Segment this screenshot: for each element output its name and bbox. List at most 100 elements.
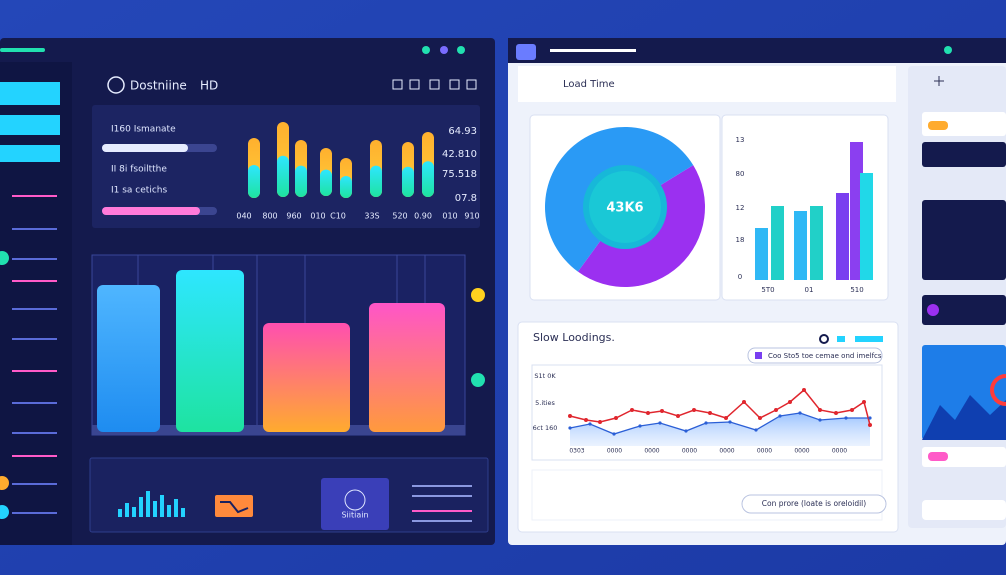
line-frame [531, 364, 883, 461]
axis-label: 040 [236, 212, 251, 221]
x-label: 0000 [719, 448, 734, 455]
sidebar-button [0, 82, 60, 105]
legend-icon [855, 336, 883, 342]
blue-point [612, 432, 616, 436]
spark-bar [167, 505, 171, 517]
x-label: 01 [805, 286, 814, 294]
card-bar [810, 206, 823, 280]
footer-tile-label: Siitiain [341, 511, 368, 520]
topbar-line [550, 49, 636, 52]
x-label: 0303 [569, 448, 584, 455]
x-label: 0000 [644, 448, 659, 455]
y-label: 0 [738, 273, 742, 281]
x-label: 0000 [832, 448, 847, 455]
sidebar-line [12, 483, 57, 485]
stat-value: 75.518 [442, 169, 477, 180]
sidebar-card [922, 142, 1006, 167]
sidebar-pill [928, 121, 948, 130]
red-point [676, 414, 680, 418]
x-label: 510 [850, 286, 863, 294]
card-bar [850, 142, 863, 280]
footer-line [412, 510, 472, 512]
blue-point [728, 420, 732, 424]
x-label: 0000 [757, 448, 772, 455]
spark-bar [139, 497, 143, 517]
blue-point [658, 421, 662, 425]
axis-label: 960 [286, 212, 301, 221]
red-point [598, 420, 602, 424]
stat-value: 07.8 [455, 193, 477, 204]
legend-text: Coo Sto5 toe cemae ond imelfcs [768, 352, 882, 360]
blue-point [568, 426, 572, 430]
axis-label: 910 [464, 212, 479, 221]
sidebar [0, 62, 72, 545]
blue-point [778, 414, 782, 418]
mini-bar [422, 161, 434, 197]
footer-line [412, 495, 472, 497]
window-dot [422, 46, 430, 54]
y-label: 12 [736, 204, 745, 212]
app-icon [516, 44, 536, 60]
spark-bar [118, 509, 122, 517]
blue-point [704, 421, 708, 425]
app-title: Dostniine [130, 79, 187, 93]
footer-tile [321, 478, 389, 530]
progress-fill [102, 207, 200, 215]
red-point [692, 408, 696, 412]
sidebar-card [922, 200, 1006, 280]
mini-bar [320, 169, 332, 196]
progress-fill [102, 144, 188, 152]
red-point [758, 416, 762, 420]
footer-line [412, 520, 472, 522]
toolbar-icon [392, 79, 403, 90]
red-point [708, 411, 712, 415]
toolbar-icon [449, 79, 460, 90]
donut-label: 43K6 [606, 201, 643, 216]
sidebar-dot [0, 505, 9, 519]
y-label: 5.ities [535, 399, 555, 407]
axis-label: C10 [330, 212, 346, 221]
toolbar-icon [466, 79, 477, 90]
sidebar-line [12, 258, 57, 260]
sidebar-line [12, 370, 57, 372]
list-item: II 8i fsoiltthe [111, 165, 167, 175]
axis-label: 0.90 [414, 212, 432, 221]
red-point [742, 400, 746, 404]
blue-point [818, 418, 822, 422]
blue-point [798, 411, 802, 415]
mini-bar [277, 155, 289, 197]
area-fill [570, 413, 870, 446]
mini-bar [402, 166, 414, 197]
logo-icon [107, 76, 125, 94]
y-label: S1t 0K [534, 372, 556, 380]
sidebar-line [12, 455, 57, 457]
sidebar-line [12, 280, 57, 282]
sidebar-line [12, 432, 57, 434]
sidebar-line [12, 402, 57, 404]
card-bar [755, 228, 768, 280]
mountain-art [922, 395, 1006, 440]
sidebar-button [0, 115, 60, 135]
spark-bar [125, 503, 129, 517]
sidebar-line [12, 308, 57, 310]
badge: HD [200, 79, 218, 93]
sidebar-card [922, 295, 1006, 325]
axis-label: 520 [392, 212, 407, 221]
blue-point [638, 424, 642, 428]
x-label: 0000 [607, 448, 622, 455]
blue-point [588, 422, 592, 426]
card-bar [836, 193, 849, 280]
y-label: 80 [736, 170, 745, 178]
spark-bar [153, 501, 157, 517]
big-bar [369, 303, 445, 432]
topbar-line [0, 48, 45, 52]
slow-title: Slow Loodings. [533, 331, 615, 344]
red-point [774, 408, 778, 412]
trend-line [220, 501, 249, 514]
red-point [660, 409, 664, 413]
sidebar-dot [0, 476, 9, 490]
red-point [568, 414, 572, 418]
red-point [862, 400, 866, 404]
big-bar [176, 270, 244, 432]
x-label: 0000 [794, 448, 809, 455]
